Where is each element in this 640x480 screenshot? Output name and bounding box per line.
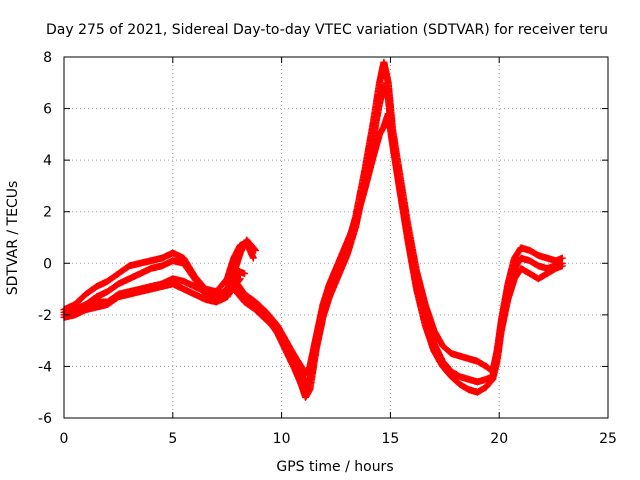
plot-frame [63, 56, 609, 419]
y-tick-label: 8 [43, 50, 52, 66]
series-track-6 [230, 81, 566, 401]
x-tick-label: 10 [273, 431, 291, 447]
data-points [60, 58, 566, 401]
y-tick-label: -6 [38, 411, 52, 427]
y-tick-label: -2 [38, 308, 52, 324]
data-point-markers [230, 81, 566, 401]
y-tick-label: 6 [43, 102, 52, 118]
x-tick-label: 25 [599, 431, 617, 447]
y-tick-label: 4 [43, 153, 52, 169]
data-point-markers [230, 110, 566, 396]
grid-lines [64, 57, 608, 418]
y-tick-label: 0 [43, 256, 52, 272]
x-tick-label: 15 [381, 431, 399, 447]
y-tick-label: -4 [38, 359, 52, 375]
x-tick-label: 0 [60, 431, 69, 447]
axis-ticks: 0 5 10 15 20 25 -6 -4 -2 0 2 4 6 8 [38, 50, 617, 447]
x-tick-label: 20 [490, 431, 508, 447]
series-track-7 [230, 110, 566, 396]
y-tick-label: 2 [43, 205, 52, 221]
chart-title: Day 275 of 2021, Sidereal Day-to-day VTE… [46, 22, 608, 38]
x-tick-label: 5 [168, 431, 177, 447]
y-axis-label: SDTVAR / TECUs [5, 181, 21, 296]
x-axis-label: GPS time / hours [276, 459, 393, 475]
